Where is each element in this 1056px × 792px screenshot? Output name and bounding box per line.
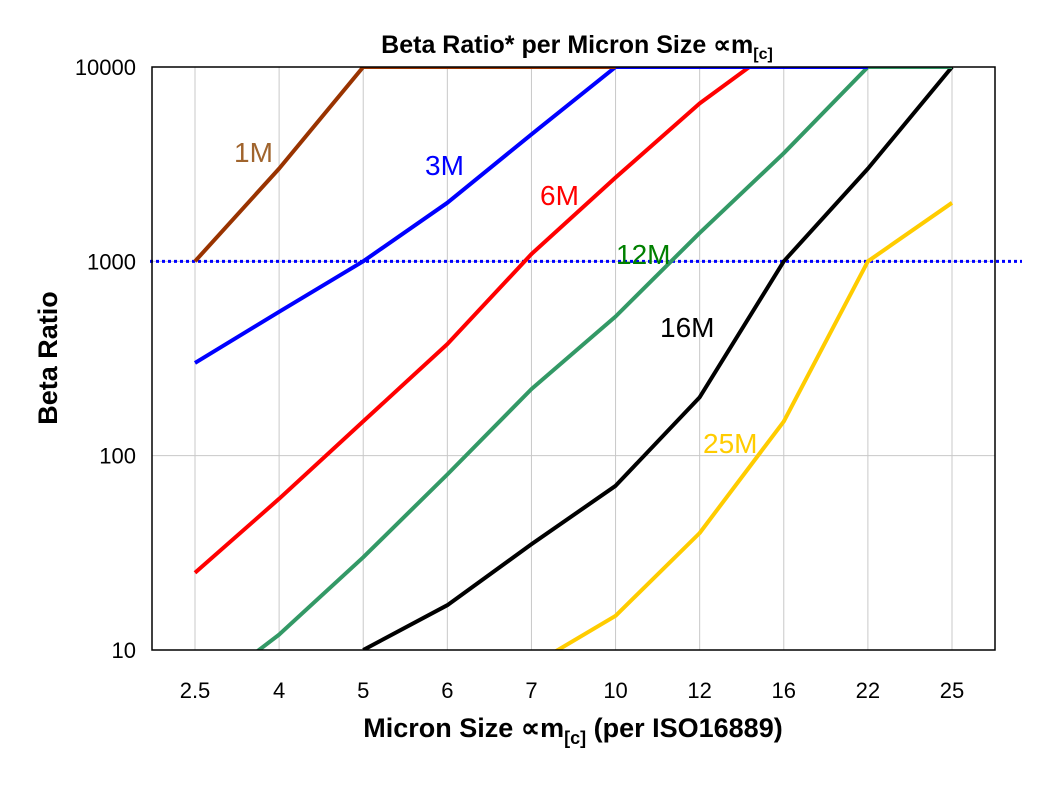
x-tick-label: 10 (603, 678, 627, 703)
x-tick-label: 16 (772, 678, 796, 703)
series-label-3M: 3M (425, 150, 464, 181)
y-tick-labels: 10 100 1000 10000 (75, 55, 136, 663)
y-axis-label: Beta Ratio (33, 291, 63, 425)
x-tick-labels: 2.5 4 5 6 7 10 12 16 22 25 (180, 678, 965, 703)
x-tick-label: 4 (273, 678, 285, 703)
series-line-3M (193, 67, 868, 365)
x-tick-label: 22 (856, 678, 880, 703)
y-tick-label: 1000 (87, 249, 136, 274)
series-label-12M: 12M (616, 239, 670, 270)
series-label-6M: 6M (540, 180, 579, 211)
series-line-6M (193, 67, 753, 575)
x-axis-label: Micron Size ∝m[c] (per ISO16889) (363, 713, 782, 748)
series-line-25M (553, 201, 954, 650)
grid (152, 66, 995, 651)
y-tick-label: 10000 (75, 55, 136, 80)
series-label-25M: 25M (703, 428, 757, 459)
x-tick-label: 12 (687, 678, 711, 703)
x-tick-label: 25 (940, 678, 964, 703)
x-tick-label: 2.5 (180, 678, 211, 703)
plot-frame (151, 66, 996, 651)
series-lines (193, 67, 954, 650)
series-labels: 25M 16M 12M 6M 3M 1M (234, 137, 757, 459)
series-line-12M (255, 67, 952, 650)
y-tick-label: 100 (99, 444, 136, 469)
x-tick-label: 6 (441, 678, 453, 703)
series-label-1M: 1M (234, 137, 273, 168)
y-tick-label: 10 (112, 638, 136, 663)
x-tick-label: 7 (525, 678, 537, 703)
series-line-16M (362, 67, 954, 650)
chart-title: Beta Ratio* per Micron Size ∝m[c] (381, 31, 773, 63)
series-label-16M: 16M (660, 312, 714, 343)
x-tick-label: 5 (357, 678, 369, 703)
series-line-1M (193, 67, 616, 263)
